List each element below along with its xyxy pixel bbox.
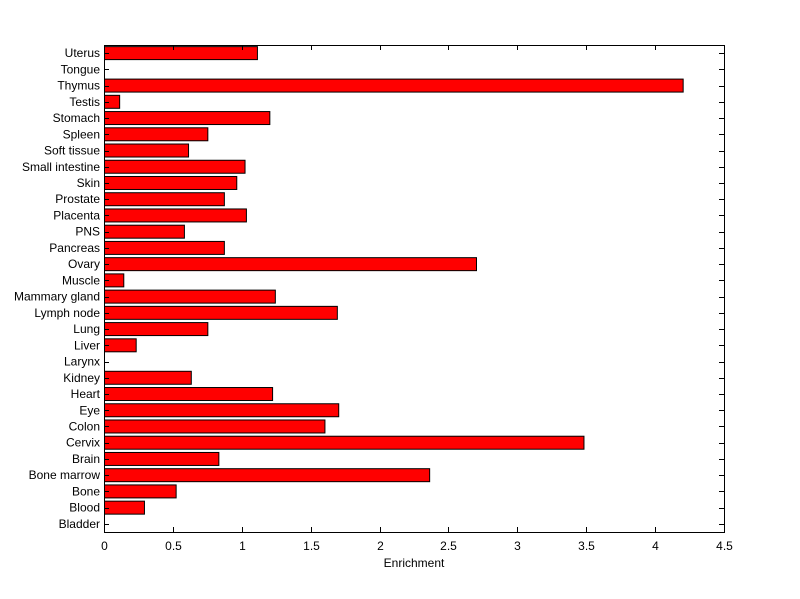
bar-bone-marrow (104, 468, 431, 483)
y-tick-label: Placenta (53, 208, 100, 222)
bar-brain (104, 451, 220, 466)
x-tick-label: 3.5 (578, 539, 595, 553)
bar-stomach (104, 111, 271, 126)
y-tick-label: Kidney (63, 371, 100, 385)
y-tick-label: Tongue (61, 62, 101, 76)
y-tick-label: Uterus (65, 46, 100, 60)
y-tick-label: Soft tissue (44, 144, 100, 158)
x-tick-label: 4 (652, 539, 659, 553)
bar-eye (104, 403, 340, 418)
plot-frame (104, 45, 725, 533)
bar-blood (104, 500, 145, 515)
y-tick-label: Spleen (63, 127, 100, 141)
x-axis-label: Enrichment (384, 556, 445, 570)
bar-placenta (104, 208, 247, 223)
x-tick-label: 0 (101, 539, 108, 553)
y-tick-label: Cervix (66, 436, 100, 450)
x-tick-label: 1 (239, 539, 246, 553)
x-tick-label: 3 (514, 539, 521, 553)
bar-lymph-node (104, 305, 338, 320)
bar-liver (104, 338, 137, 353)
y-axis-ticks: Bladder Blood Bone Bone marrow Brain Cervix Co… (14, 46, 724, 531)
bar-prostate (104, 192, 225, 207)
y-tick-label: Heart (71, 387, 101, 401)
y-tick-label: Prostate (55, 192, 100, 206)
y-tick-label: Bone marrow (29, 468, 101, 482)
bar-skin (104, 175, 238, 190)
y-tick-label: Mammary gland (14, 290, 100, 304)
y-tick-label: Blood (69, 501, 100, 515)
y-tick-label: Thymus (57, 79, 100, 93)
y-tick-label: Lung (73, 322, 100, 336)
x-tick-label: 2.5 (440, 539, 457, 553)
bar-mammary-gland (104, 289, 276, 304)
y-tick-label: Lymph node (34, 306, 100, 320)
bar-small-intestine (104, 159, 246, 174)
bar-soft-tissue (104, 143, 190, 158)
bar-testis (104, 94, 121, 109)
y-tick-label: PNS (75, 225, 100, 239)
bar-spleen (104, 127, 209, 142)
x-axis-ticks: 0 0.5 1 1.5 2 2.5 3 3.5 4 4.5 (101, 45, 733, 553)
bar-pancreas (104, 240, 225, 255)
bar-kidney (104, 370, 192, 385)
y-tick-label: Stomach (53, 111, 100, 125)
y-tick-label: Pancreas (49, 241, 100, 255)
x-tick-label: 4.5 (716, 539, 733, 553)
y-tick-label: Skin (77, 176, 100, 190)
bar-colon (104, 419, 326, 434)
x-tick-label: 0.5 (165, 539, 182, 553)
y-tick-label: Brain (72, 452, 100, 466)
y-tick-label: Bladder (59, 517, 100, 531)
bar-uterus (104, 46, 258, 61)
bar-cervix (104, 435, 585, 450)
bar-lung (104, 322, 209, 337)
y-tick-label: Ovary (68, 257, 100, 271)
bar-thymus (104, 78, 684, 93)
bar-ovary (104, 257, 477, 272)
bar-bone (104, 484, 177, 499)
bars-group (104, 46, 684, 515)
bar-heart (104, 387, 274, 402)
y-tick-label: Testis (69, 95, 100, 109)
x-tick-label: 1.5 (303, 539, 320, 553)
y-tick-label: Muscle (62, 273, 100, 287)
bar-pns (104, 224, 185, 239)
y-tick-label: Larynx (64, 355, 100, 369)
y-tick-label: Small intestine (22, 160, 100, 174)
y-tick-label: Colon (69, 419, 100, 433)
x-tick-label: 2 (377, 539, 384, 553)
y-tick-label: Bone (72, 484, 100, 498)
y-tick-label: Eye (79, 403, 100, 417)
y-tick-label: Liver (74, 338, 100, 352)
